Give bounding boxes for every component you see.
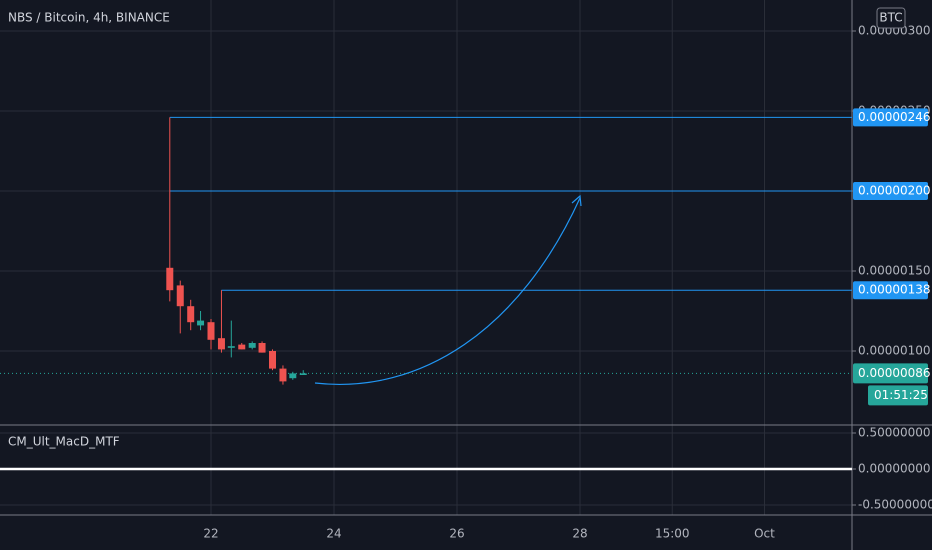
candle-body bbox=[227, 346, 235, 348]
y-tick-label: 0.00000150 bbox=[858, 264, 931, 278]
level-label: 0.00000200 bbox=[858, 184, 931, 198]
candle-body bbox=[248, 343, 256, 348]
x-tick-label: 28 bbox=[572, 527, 587, 541]
countdown-box bbox=[868, 385, 928, 406]
candle-body bbox=[176, 285, 184, 307]
y-tick-label: 0.00000300 bbox=[858, 24, 931, 38]
x-tick-label: 15:00 bbox=[655, 527, 690, 541]
candle-body bbox=[187, 306, 195, 323]
candle-body bbox=[197, 320, 205, 326]
arrow bbox=[314, 197, 581, 385]
candle-body bbox=[289, 373, 297, 379]
level-label-box bbox=[853, 182, 928, 200]
currency-label: BTC bbox=[879, 11, 902, 25]
x-tick-label: 24 bbox=[326, 527, 341, 541]
candle-body bbox=[207, 322, 215, 340]
indicator-title: CM_Ult_MacD_MTF bbox=[8, 435, 120, 449]
candle-body bbox=[299, 373, 307, 375]
last-price-box bbox=[853, 363, 928, 384]
candle-body bbox=[258, 343, 266, 353]
last-price-label: 0.00000086 bbox=[858, 366, 931, 380]
level-label: 0.00000246 bbox=[858, 110, 931, 124]
level-label: 0.00000138 bbox=[858, 283, 931, 297]
level-label-box bbox=[853, 108, 928, 127]
currency-button[interactable] bbox=[876, 7, 906, 29]
y-tick-label: 0.00000000 bbox=[858, 461, 931, 475]
y-tick-label: 0.00000100 bbox=[858, 344, 931, 358]
chart-title: NBS / Bitcoin, 4h, BINANCE bbox=[8, 11, 170, 25]
candle-body bbox=[268, 351, 276, 369]
x-tick-label: 22 bbox=[203, 527, 218, 541]
candle-body bbox=[217, 338, 225, 350]
x-tick-label: Oct bbox=[754, 527, 775, 541]
countdown: 01:51:25 bbox=[874, 388, 928, 402]
candle-body bbox=[166, 267, 174, 291]
level-label-box bbox=[853, 281, 928, 300]
arrow-head bbox=[571, 194, 582, 207]
candle-body bbox=[279, 368, 287, 382]
x-tick-label: 26 bbox=[449, 527, 464, 541]
candle-body bbox=[238, 344, 246, 350]
y-tick-label: -0.50000000 bbox=[858, 497, 932, 511]
y-tick-label: 0.50000000 bbox=[858, 425, 931, 439]
